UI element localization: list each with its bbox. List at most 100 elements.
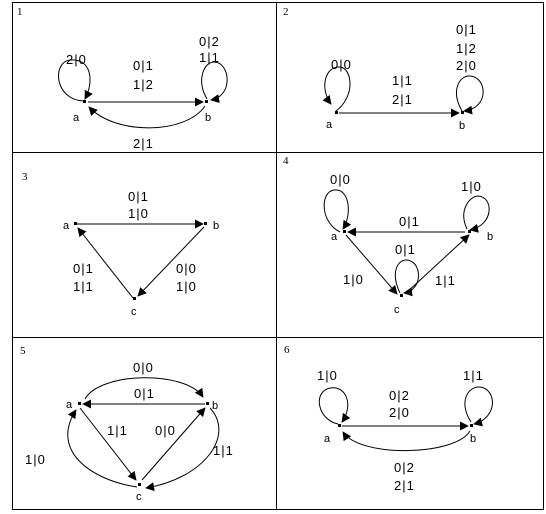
node-a bbox=[78, 402, 81, 405]
edge-b-to-a-label-line2: 2|1 bbox=[394, 478, 415, 493]
node-a-label: a bbox=[66, 399, 73, 411]
loop-b-edge bbox=[464, 386, 493, 427]
loop-b-label-line2: 1|2 bbox=[456, 41, 477, 56]
edge-b-to-c-outer bbox=[145, 407, 220, 492]
edge-a-to-c-label: 1|0 bbox=[343, 272, 364, 287]
node-b bbox=[206, 402, 209, 405]
edge-a-to-b-label-line2: 2|1 bbox=[392, 92, 413, 107]
edge-b-to-a-label: 0|1 bbox=[399, 214, 420, 229]
edge-c-to-b-label: 1|1 bbox=[435, 273, 456, 288]
edge-b-to-c-label-line2: 1|0 bbox=[176, 279, 197, 294]
node-b bbox=[468, 230, 471, 233]
node-c bbox=[400, 294, 403, 297]
edge-c-to-a-outer-label: 1|0 bbox=[25, 452, 46, 467]
loop-c-edge bbox=[394, 259, 419, 297]
panel-number: 5 bbox=[20, 345, 26, 357]
node-a bbox=[343, 230, 346, 233]
loop-b-edge bbox=[456, 75, 484, 115]
loop-a-label: 0|0 bbox=[330, 172, 351, 187]
panel-2: 2 0|0 1|1 2|1 0|1 1|2 2|0 a b bbox=[283, 6, 484, 132]
loop-a-edge bbox=[318, 387, 351, 425]
edge-a-to-b-label-line2: 1|0 bbox=[128, 206, 149, 221]
node-c-label: c bbox=[136, 491, 142, 503]
node-a bbox=[83, 100, 86, 103]
edge-c-to-b-label: 0|0 bbox=[155, 423, 176, 438]
panel-3: 3 0|1 1|0 0|0 1|0 0|1 1|1 a b c bbox=[22, 171, 219, 318]
node-c-label: c bbox=[131, 306, 137, 318]
edge-a-to-b-top bbox=[84, 377, 204, 400]
loop-b-label-line1: 0|2 bbox=[199, 34, 220, 49]
edge-b-to-c-label-line1: 0|0 bbox=[176, 261, 197, 276]
panel-1: 1 2|0 0|1 1|2 0|2 1|1 2|1 a b bbox=[17, 6, 228, 151]
edge-a-to-b-label-line1: 0|1 bbox=[133, 58, 154, 73]
edge-b-to-a-label-line1: 0|2 bbox=[394, 460, 415, 475]
loop-b-label: 1|1 bbox=[463, 368, 484, 383]
node-b-label: b bbox=[459, 120, 465, 132]
loop-c-label: 0|1 bbox=[395, 242, 416, 257]
node-c bbox=[133, 297, 136, 300]
node-a bbox=[335, 111, 338, 114]
loop-b-label-line3: 2|0 bbox=[456, 58, 477, 73]
node-b-label: b bbox=[212, 400, 218, 412]
loop-a-edge bbox=[322, 66, 351, 112]
panel-grid bbox=[12, 2, 544, 510]
node-b bbox=[470, 424, 473, 427]
panel-5: 5 0|0 0|1 1|1 0|0 1|0 1|1 a b c bbox=[20, 345, 234, 503]
loop-b-label-line2: 1|1 bbox=[199, 50, 220, 65]
loop-a-label: 0|0 bbox=[331, 57, 352, 72]
edge-a-to-b-label-line2: 2|0 bbox=[389, 405, 410, 420]
node-a bbox=[338, 424, 341, 427]
loop-a-edge bbox=[323, 189, 352, 233]
node-a-label: a bbox=[326, 119, 333, 131]
edge-c-to-a bbox=[77, 227, 134, 299]
edge-b-to-c-outer-label: 1|1 bbox=[213, 443, 234, 458]
edge-c-to-b bbox=[141, 407, 206, 481]
edge-a-to-c-label: 1|1 bbox=[107, 423, 128, 438]
node-b bbox=[461, 111, 464, 114]
loop-b-edge bbox=[201, 61, 228, 104]
edge-a-to-b-label-line2: 1|2 bbox=[133, 77, 154, 92]
edge-b-to-a bbox=[342, 430, 471, 452]
edge-c-to-a-label-line2: 1|1 bbox=[73, 279, 94, 294]
panel-number: 3 bbox=[22, 171, 28, 183]
edge-c-to-b bbox=[404, 234, 470, 295]
edge-b-to-a-label: 2|1 bbox=[133, 136, 154, 151]
node-c-label: c bbox=[394, 304, 400, 316]
node-b bbox=[205, 100, 208, 103]
edge-a-to-b-label-line1: 0|1 bbox=[128, 189, 149, 204]
panel-number: 6 bbox=[284, 344, 290, 356]
node-a-label: a bbox=[73, 112, 80, 124]
panel-number: 1 bbox=[17, 6, 23, 18]
node-a-label: a bbox=[331, 231, 338, 243]
loop-b-label-line1: 0|1 bbox=[456, 22, 477, 37]
edge-a-to-b-label-line1: 0|2 bbox=[389, 388, 410, 403]
node-b-label: b bbox=[487, 231, 493, 243]
loop-a-label: 1|0 bbox=[317, 368, 338, 383]
node-a bbox=[74, 222, 77, 225]
edge-b-to-a bbox=[88, 105, 206, 129]
loop-b-edge bbox=[463, 195, 490, 233]
panel-6: 6 1|0 1|1 0|2 2|0 0|2 2|1 a b bbox=[284, 344, 493, 493]
edge-c-to-a-outer bbox=[67, 409, 138, 488]
loop-a-label: 2|0 bbox=[66, 52, 87, 67]
node-a-label: a bbox=[63, 220, 70, 232]
edge-c-to-a-label-line1: 0|1 bbox=[73, 261, 94, 276]
edge-a-to-b-label-line1: 1|1 bbox=[392, 73, 413, 88]
panel-number: 2 bbox=[283, 6, 289, 18]
node-b bbox=[204, 222, 207, 225]
loop-a-edge bbox=[58, 59, 93, 102]
panel-4: 4 0|0 1|0 0|1 0|1 1|0 1|1 a b c bbox=[283, 155, 493, 316]
node-b-label: b bbox=[470, 433, 476, 445]
loop-b-label: 1|0 bbox=[461, 179, 482, 194]
node-b-label: b bbox=[213, 220, 219, 232]
node-c bbox=[138, 483, 141, 486]
edge-a-to-c bbox=[79, 407, 137, 481]
panel-number: 4 bbox=[283, 155, 289, 167]
node-b-label: b bbox=[205, 112, 211, 124]
node-a-label: a bbox=[324, 433, 331, 445]
edge-a-to-b-top-label: 0|0 bbox=[133, 360, 154, 375]
edge-b-to-c bbox=[137, 226, 205, 297]
edge-a-to-c bbox=[345, 234, 398, 295]
edge-b-to-a-label: 0|1 bbox=[134, 386, 155, 401]
